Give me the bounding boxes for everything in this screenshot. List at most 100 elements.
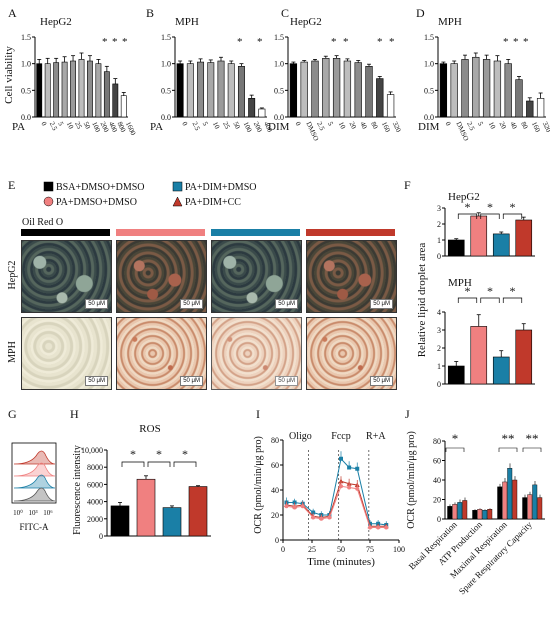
chart-title: MPH [175, 16, 199, 28]
bar [103, 71, 110, 118]
bar [537, 497, 543, 520]
chart-title: HepG2 [290, 16, 322, 28]
injection-label: R+A [366, 431, 386, 442]
y-tick-label: 80 [433, 437, 441, 446]
y-tick-label: 3 [437, 204, 441, 213]
bar [70, 60, 76, 118]
bar [120, 95, 127, 118]
y-tick-label: 40 [271, 486, 279, 495]
bar [188, 486, 208, 537]
significance-star: * [510, 200, 516, 214]
y-tick-label: 10,000 [81, 446, 103, 455]
bar [439, 63, 448, 118]
panel-label: E [8, 178, 15, 192]
x-tick-label: 40 [358, 120, 368, 130]
group-bar [116, 229, 205, 236]
significance-star: * [487, 200, 493, 214]
bar [227, 63, 235, 118]
scale-bar: 50 μM [85, 299, 108, 309]
significance-star: * [389, 36, 395, 48]
y-tick-label: 4000 [87, 498, 103, 507]
significance-star: ** [526, 431, 539, 446]
bar [110, 505, 130, 537]
data-point [311, 515, 316, 520]
y-tick-label: 2000 [87, 515, 103, 524]
scale-bar: 50 μM [370, 299, 393, 309]
bar [536, 98, 545, 118]
y-tick-label: 0 [275, 536, 279, 545]
x-tick-label: 200 [99, 120, 111, 133]
significance-star: * [237, 36, 243, 48]
y-tick-label: 3 [437, 326, 441, 335]
significance-bracket [457, 297, 478, 303]
panel-label: C [281, 6, 289, 20]
data-point [368, 525, 372, 530]
injection-label: Oligo [289, 431, 312, 442]
micrograph-hepg2-pa: 50 μM [116, 240, 207, 313]
significance-star: * [331, 36, 337, 48]
y-tick-label: 60 [271, 461, 279, 470]
bar [258, 108, 266, 118]
y-tick-label: 1.5 [161, 33, 171, 42]
x-tick-label: 2.5 [48, 120, 59, 132]
data-point [347, 485, 352, 490]
bar [343, 60, 352, 118]
chart-title: ROS [139, 423, 160, 435]
y-tick-label: 0.0 [21, 113, 31, 122]
scale-bar: 50 μM [180, 376, 203, 386]
significance-star: * [465, 200, 471, 214]
scale-bar: 50 μM [275, 299, 298, 309]
bar [493, 60, 502, 118]
data-point [338, 478, 344, 484]
bar [376, 78, 384, 118]
micrograph-hepg2-pa-dim-cc: 50 μM [306, 240, 397, 313]
legend-label: BSA+DMSO+DMSO [56, 182, 145, 193]
data-point [384, 525, 389, 530]
y-tick-label: 0 [99, 532, 103, 541]
bar [497, 486, 503, 520]
x-tick-label: 50 [231, 120, 241, 130]
x-tick-label: 50 [82, 120, 92, 130]
bar [300, 61, 308, 118]
x-tick-label: 10⁶ [43, 509, 53, 517]
significance-star: * [102, 36, 108, 48]
y-axis-label: OCR (pmol/min/μg pro) [253, 436, 264, 534]
bar [322, 58, 330, 118]
bar [61, 61, 68, 118]
x-axis-label: FITC-A [20, 522, 50, 532]
bar [112, 83, 119, 118]
x-tick-label: 25 [73, 120, 83, 130]
series-line [286, 457, 387, 526]
row-label-mph: MPH [7, 341, 18, 363]
significance-bracket [121, 461, 145, 467]
chart-title: MPH [448, 277, 472, 289]
x-tick-label: 75 [366, 545, 374, 554]
histogram-curve [13, 450, 56, 465]
x-tick-label: 160 [530, 120, 542, 133]
stain-label: Oil Red O [22, 217, 63, 228]
significance-bracket [480, 297, 500, 303]
bar [197, 61, 205, 118]
group-bar [21, 229, 110, 236]
significance-star: * [257, 36, 263, 48]
bar [470, 215, 488, 257]
significance-star: * [156, 447, 162, 461]
bar [248, 98, 256, 118]
x-tick-label: 2.5 [315, 120, 326, 132]
x-tick-label: 5 [201, 120, 210, 127]
bar [186, 63, 194, 118]
bar [162, 507, 182, 537]
bar [207, 62, 215, 118]
y-tick-label: 0 [437, 515, 441, 524]
y-tick-label: 0.5 [161, 86, 171, 95]
group-bar [211, 229, 300, 236]
x-tick-label: 200 [252, 120, 264, 133]
x-tick-label: 10 [487, 120, 497, 130]
micrograph-mph-pa-dim-cc: 50 μM [306, 317, 397, 390]
significance-star: * [487, 284, 493, 298]
significance-star: * [343, 36, 349, 48]
chart-title: HepG2 [40, 16, 72, 28]
x-axis-label: PA [150, 121, 163, 133]
bar [462, 500, 468, 520]
